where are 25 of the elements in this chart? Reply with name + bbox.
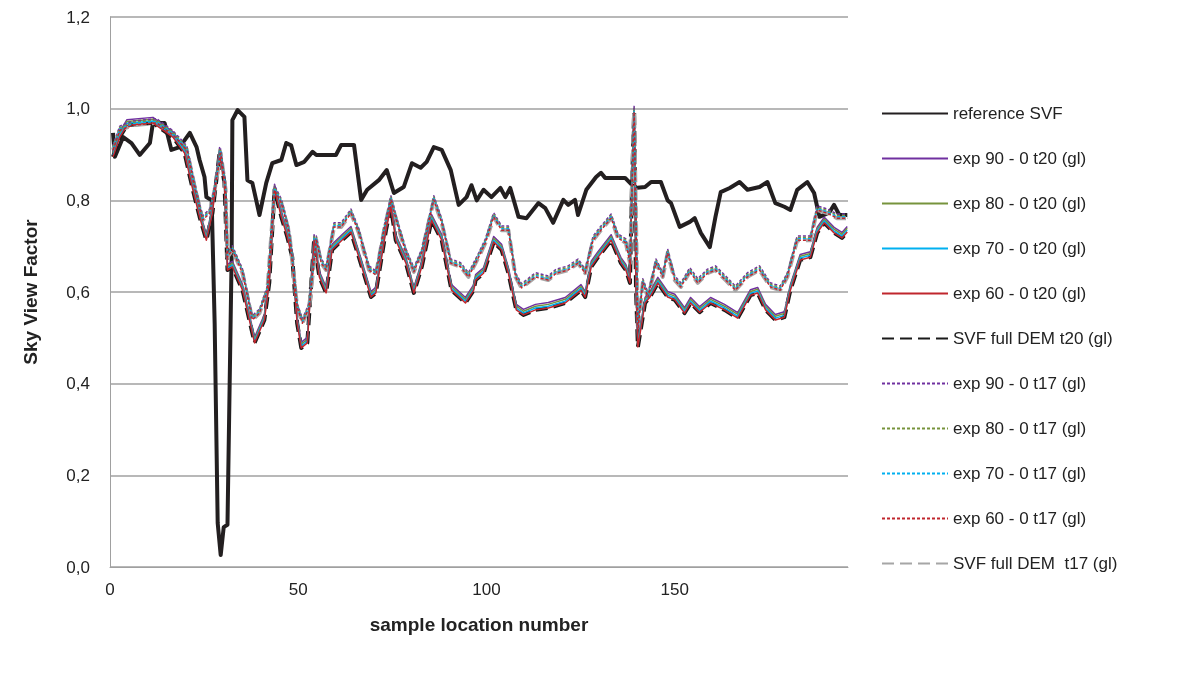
y-tick-label: 1,0: [66, 99, 90, 119]
legend-label: SVF full DEM t20 (gl): [953, 329, 1113, 348]
x-axis-title: sample location number: [369, 614, 589, 635]
y-tick-label: 0,4: [66, 374, 90, 394]
y-tick-label: 0,8: [66, 190, 90, 210]
legend-label: exp 80 - 0 t17 (gl): [953, 419, 1087, 438]
legend-label: exp 80 - 0 t20 (gl): [953, 194, 1087, 213]
y-tick-label: 0,6: [66, 282, 90, 302]
legend-label: reference SVF: [953, 104, 1063, 123]
legend-label: SVF full DEM t17 (gl): [953, 554, 1118, 573]
x-tick-label: 50: [288, 580, 308, 599]
line-series: [111, 108, 850, 558]
legend-label: exp 60 - 0 t17 (gl): [953, 509, 1087, 528]
legend-label: exp 70 - 0 t20 (gl): [953, 239, 1087, 258]
y-tick-label: 0,0: [66, 557, 90, 577]
x-tick-label: 100: [472, 580, 501, 599]
x-tick-label: 150: [660, 580, 689, 599]
y-axis-title: Sky View Factor: [20, 218, 41, 365]
y-tick-label: 0,2: [66, 465, 90, 485]
y-tick-label: 1,2: [66, 7, 90, 27]
x-tick-label: 0: [105, 580, 115, 599]
legend-label: exp 90 - 0 t20 (gl): [953, 149, 1087, 168]
legend-label: exp 60 - 0 t20 (gl): [953, 284, 1087, 303]
legend-label: exp 90 - 0 t17 (gl): [953, 374, 1087, 393]
legend-label: exp 70 - 0 t17 (gl): [953, 464, 1087, 483]
